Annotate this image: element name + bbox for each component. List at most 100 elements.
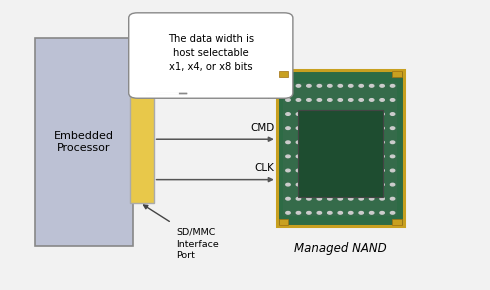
- Circle shape: [391, 197, 395, 200]
- Circle shape: [380, 183, 384, 186]
- Text: Embedded
Processor: Embedded Processor: [54, 131, 114, 153]
- Circle shape: [391, 141, 395, 144]
- Circle shape: [307, 85, 311, 87]
- Circle shape: [338, 127, 343, 129]
- Circle shape: [328, 141, 332, 144]
- Circle shape: [286, 127, 290, 129]
- Circle shape: [348, 155, 353, 158]
- Circle shape: [307, 127, 311, 129]
- Circle shape: [380, 141, 384, 144]
- Circle shape: [369, 197, 374, 200]
- Circle shape: [359, 197, 364, 200]
- Circle shape: [328, 197, 332, 200]
- Circle shape: [359, 85, 364, 87]
- Circle shape: [359, 211, 364, 214]
- Circle shape: [369, 183, 374, 186]
- Circle shape: [391, 211, 395, 214]
- Circle shape: [338, 113, 343, 115]
- Circle shape: [359, 113, 364, 115]
- Circle shape: [380, 127, 384, 129]
- Circle shape: [317, 211, 321, 214]
- Circle shape: [348, 99, 353, 101]
- Circle shape: [391, 127, 395, 129]
- Text: The data width is
host selectable
x1, x4, or x8 bits: The data width is host selectable x1, x4…: [168, 34, 254, 72]
- Circle shape: [328, 113, 332, 115]
- Circle shape: [369, 155, 374, 158]
- Circle shape: [296, 169, 301, 172]
- Circle shape: [380, 197, 384, 200]
- Circle shape: [348, 113, 353, 115]
- Circle shape: [348, 211, 353, 214]
- Circle shape: [369, 85, 374, 87]
- Circle shape: [307, 99, 311, 101]
- Circle shape: [369, 169, 374, 172]
- FancyBboxPatch shape: [130, 73, 154, 203]
- Circle shape: [359, 155, 364, 158]
- Circle shape: [348, 127, 353, 129]
- Circle shape: [296, 85, 301, 87]
- Circle shape: [286, 183, 290, 186]
- Circle shape: [338, 211, 343, 214]
- Circle shape: [338, 169, 343, 172]
- Circle shape: [380, 169, 384, 172]
- Text: Managed NAND: Managed NAND: [294, 242, 387, 255]
- Circle shape: [286, 99, 290, 101]
- Circle shape: [296, 127, 301, 129]
- Circle shape: [369, 141, 374, 144]
- Text: CLK: CLK: [254, 163, 274, 173]
- Circle shape: [328, 169, 332, 172]
- Bar: [392, 219, 402, 225]
- Bar: [298, 110, 383, 197]
- Circle shape: [380, 211, 384, 214]
- Circle shape: [369, 113, 374, 115]
- Bar: [279, 71, 289, 77]
- Circle shape: [286, 141, 290, 144]
- Text: SD/MMC
Interface
Port: SD/MMC Interface Port: [176, 228, 220, 260]
- Circle shape: [348, 169, 353, 172]
- Circle shape: [317, 197, 321, 200]
- Circle shape: [359, 141, 364, 144]
- Circle shape: [348, 85, 353, 87]
- FancyBboxPatch shape: [129, 13, 293, 98]
- Circle shape: [307, 155, 311, 158]
- Circle shape: [369, 127, 374, 129]
- Circle shape: [380, 155, 384, 158]
- Circle shape: [307, 197, 311, 200]
- Circle shape: [359, 183, 364, 186]
- FancyBboxPatch shape: [35, 38, 133, 246]
- Circle shape: [317, 155, 321, 158]
- Circle shape: [296, 197, 301, 200]
- Circle shape: [391, 169, 395, 172]
- Circle shape: [296, 183, 301, 186]
- Bar: [279, 219, 289, 225]
- Circle shape: [348, 183, 353, 186]
- Circle shape: [286, 197, 290, 200]
- Circle shape: [286, 85, 290, 87]
- Circle shape: [391, 85, 395, 87]
- Circle shape: [296, 211, 301, 214]
- Circle shape: [380, 113, 384, 115]
- Circle shape: [391, 183, 395, 186]
- Circle shape: [359, 127, 364, 129]
- Circle shape: [317, 127, 321, 129]
- Circle shape: [338, 197, 343, 200]
- Circle shape: [286, 155, 290, 158]
- Bar: [283, 83, 397, 216]
- Circle shape: [286, 113, 290, 115]
- Circle shape: [338, 183, 343, 186]
- Circle shape: [317, 183, 321, 186]
- Circle shape: [391, 99, 395, 101]
- Circle shape: [307, 113, 311, 115]
- Circle shape: [317, 169, 321, 172]
- Circle shape: [348, 141, 353, 144]
- Circle shape: [369, 99, 374, 101]
- Circle shape: [391, 113, 395, 115]
- Circle shape: [317, 99, 321, 101]
- Circle shape: [328, 127, 332, 129]
- Circle shape: [307, 169, 311, 172]
- Circle shape: [317, 85, 321, 87]
- Circle shape: [286, 211, 290, 214]
- FancyBboxPatch shape: [277, 70, 404, 226]
- Circle shape: [328, 183, 332, 186]
- Circle shape: [328, 155, 332, 158]
